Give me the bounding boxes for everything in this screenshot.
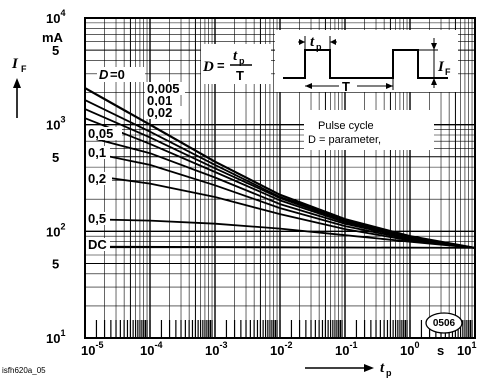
pulse-bg [275, 30, 458, 92]
series-line-4 [84, 135, 476, 249]
series-line-5 [84, 150, 476, 249]
pulse-if-sub: F [445, 67, 451, 77]
formula-d: D [202, 59, 214, 75]
formula-num-sub: p [239, 56, 245, 66]
x-tick-label: 10-5 [81, 340, 103, 358]
series-label-001: 0,01 [147, 93, 172, 108]
label-bg [97, 67, 145, 82]
label-bg [145, 94, 177, 107]
curves [84, 87, 476, 249]
x-tick-labels: 10-5 10-4 10-3 10-2 10-1 100 101 [81, 340, 476, 358]
y-tick-label: 102 [46, 221, 65, 239]
formula-eq: = [217, 58, 225, 73]
y-axis-title-main: I [11, 56, 19, 72]
code-badge: 0506 [425, 312, 463, 334]
label-bg [86, 127, 122, 140]
y-tick-label: 101 [46, 328, 65, 346]
plot-frame [84, 17, 476, 339]
series-label-dc: DC [88, 237, 107, 252]
series-label-0005: 0,005 [147, 81, 180, 96]
formula-den: T [236, 68, 244, 83]
x-tick-label: 101 [457, 340, 476, 358]
formula-num: t [233, 48, 238, 64]
label-bg [86, 238, 110, 251]
note-line-2: D = parameter, [308, 134, 381, 146]
series-label-eq0: =0 [110, 67, 125, 82]
y-tick-label: 5 [52, 150, 59, 165]
y-unit: mA [42, 30, 64, 45]
y-axis-title-sub: F [21, 64, 27, 74]
pulse-t: T [342, 79, 350, 94]
label-bg [145, 106, 185, 119]
pulse-t-bg [339, 80, 357, 92]
y-tick-label: 5 [52, 256, 59, 271]
formula-box: D = t p T [201, 44, 271, 84]
note-line-1: Pulse cycle [318, 120, 374, 132]
y-tick-label: 104 [46, 8, 65, 26]
series-label-D: D [99, 67, 109, 82]
y-tick-label: 5 [52, 43, 59, 58]
note-bg [304, 110, 434, 150]
label-bg [145, 82, 185, 95]
label-bg [86, 212, 110, 225]
series-line-7 [84, 218, 476, 249]
pulse-waveform [283, 49, 448, 79]
x-axis-title-main: t [380, 360, 385, 376]
pulse-tp: t [310, 34, 315, 50]
series-label-05: 0,5 [88, 211, 106, 226]
x-tick-label: 100 [400, 340, 419, 358]
series-label-02: 0,2 [88, 171, 106, 186]
x-axis-arrow-icon [305, 364, 374, 372]
y-tick-labels: 104 5 103 5 102 5 101 [46, 8, 65, 346]
x-unit: s [437, 343, 444, 358]
series-line-6 [84, 173, 476, 249]
pulse-tp-sub: p [316, 42, 322, 52]
series-line-8 [84, 245, 476, 249]
image-code: isfh620a_05 [2, 366, 46, 375]
x-tick-label: 10-3 [205, 340, 227, 358]
pulse-diagram: t p T I F [275, 30, 458, 94]
note-box: Pulse cycle D = parameter, [304, 110, 434, 150]
series-label-002: 0,02 [147, 105, 172, 120]
y-axis-title: I F [11, 56, 27, 74]
x-tick-label: 10-1 [335, 340, 357, 358]
label-bg [86, 172, 112, 185]
code-badge-text: 0506 [433, 318, 456, 329]
pulse-if: I [437, 59, 445, 75]
label-bg [86, 146, 110, 159]
y-axis-arrow-icon [13, 78, 21, 118]
x-axis-title: t p [380, 360, 392, 378]
series-label-005: 0,05 [88, 126, 113, 141]
x-tick-label: 10-4 [140, 340, 162, 358]
series-labels: D =0 0,005 0,01 0,02 0,05 0,1 0,2 0,5 DC [86, 67, 185, 252]
x-tick-label: 10-2 [270, 340, 292, 358]
formula-bg [201, 44, 271, 84]
series-label-01: 0,1 [88, 145, 106, 160]
x-axis-title-sub: p [386, 368, 392, 378]
y-tick-label: 103 [46, 115, 65, 133]
